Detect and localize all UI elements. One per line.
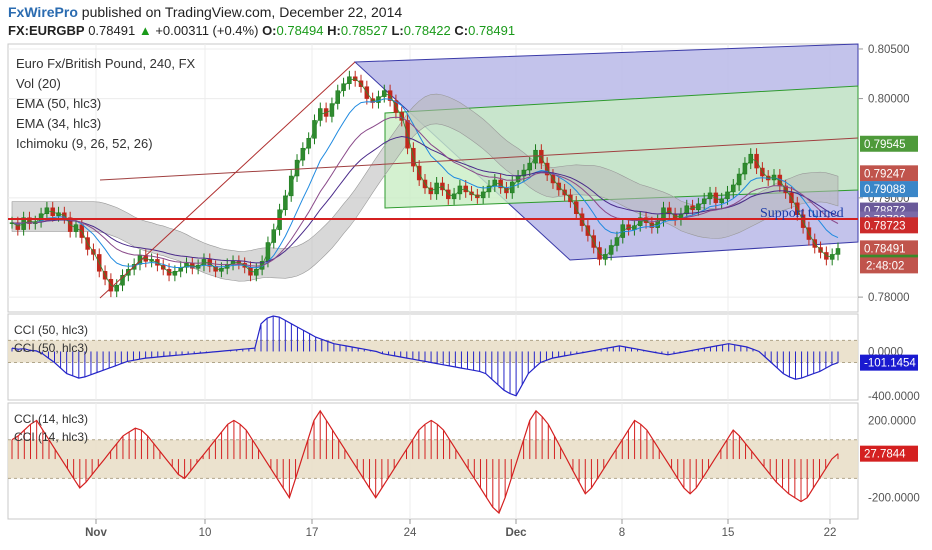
cci-value-text: -101.1454 — [864, 358, 916, 370]
time-tick-label: 8 — [619, 527, 625, 539]
high-value: 0.78527 — [340, 23, 388, 38]
support-annotation: Support turned — [760, 206, 844, 221]
legend-vol: Vol (20) — [16, 76, 61, 91]
price-tick-label: 0.78000 — [868, 292, 910, 304]
cci-band — [8, 340, 858, 363]
chikou-line — [11, 78, 839, 289]
legend-ichimoku: Ichimoku (9, 26, 52, 26) — [16, 136, 153, 151]
symbol-label[interactable]: FX:EURGBP — [8, 23, 85, 38]
cci-value-tag — [860, 354, 918, 371]
price-tag — [860, 240, 918, 257]
legend-ema50: EMA (50, hlc3) — [16, 96, 101, 111]
cci-value-text: 27.7844 — [864, 449, 906, 461]
open-value: 0.78494 — [276, 23, 324, 38]
cci-band — [8, 439, 858, 479]
time-tick-label: 17 — [306, 527, 319, 539]
timer-text: 2:48:02 — [866, 260, 904, 272]
cci14-label-ghost: CCI (14, hlc3) — [14, 430, 88, 444]
cci-value-tag — [860, 445, 918, 462]
cci-tick-label: -400.0000 — [868, 391, 920, 403]
low-value: 0.78422 — [403, 23, 451, 38]
close-value: 0.78491 — [468, 23, 516, 38]
price-tag — [860, 217, 918, 234]
ichimoku-cloud — [11, 93, 839, 282]
quote-bar: FX:EURGBP 0.78491 ▲ +0.00311 (+0.4%) O:0… — [8, 23, 515, 38]
time-tick-label: Dec — [505, 527, 527, 539]
cci14-label: CCI (14, hlc3) — [14, 412, 88, 426]
cci-line — [11, 409, 839, 515]
price-tag — [860, 135, 918, 152]
price-tag — [860, 165, 918, 182]
price-tag-text: 0.78491 — [864, 243, 906, 255]
cci-tick-label: 200.0000 — [868, 415, 916, 427]
cci50-plot: 0.0000-400.0000-101.1454 — [8, 315, 920, 403]
time-tick-label: Nov — [85, 527, 107, 539]
candle-body — [835, 248, 841, 255]
cloud-area — [11, 93, 839, 282]
low-label: L: — [391, 23, 404, 38]
legend-instrument: Euro Fx/British Pound, 240, FX — [16, 56, 196, 71]
cci-line — [11, 315, 839, 397]
brand-name[interactable]: FxWirePro — [8, 4, 78, 20]
time-tick-label: 15 — [722, 527, 735, 539]
indicator-lines — [11, 78, 839, 289]
change-arrow-icon: ▲ — [138, 23, 152, 38]
trendline-mid[interactable] — [99, 137, 859, 181]
price-tag-text: 0.79545 — [864, 139, 906, 151]
cci14-plot: 200.0000 -200.0000 27.7844 — [8, 409, 920, 515]
time-tick-label: 24 — [404, 527, 417, 539]
price-tag-text: 0.79088 — [864, 184, 906, 196]
change-value: +0.00311 (+0.4%) — [155, 23, 259, 38]
price-tag-text: 0.79247 — [864, 168, 906, 180]
cci-tick-label: -200.0000 — [868, 493, 920, 505]
cci50-label-ghost: CCI (50, hlc3) — [14, 341, 88, 355]
time-tick-label: 10 — [199, 527, 212, 539]
trendline-up[interactable] — [99, 61, 356, 299]
time-axis: Nov 10 17 24 Dec 8 15 22 — [85, 519, 836, 539]
price-tag — [860, 181, 918, 198]
price-tick-label: 0.80000 — [868, 94, 910, 106]
price-tick-label: 0.80500 — [868, 44, 910, 56]
cci50-label: CCI (50, hlc3) — [14, 323, 88, 337]
ema50-line — [11, 135, 839, 264]
price-tag-text: 0.78723 — [864, 220, 906, 232]
time-tick-label: 22 — [824, 527, 837, 539]
close-label: C: — [454, 23, 469, 38]
open-label: O: — [262, 23, 277, 38]
last-price: 0.78491 — [88, 23, 136, 38]
publish-info: published on TradingView.com, December 2… — [81, 4, 403, 20]
high-label: H: — [327, 23, 341, 38]
publish-header: FxWirePro published on TradingView.com, … — [8, 4, 402, 20]
ema34-line — [11, 116, 839, 267]
legend-ema34: EMA (34, hlc3) — [16, 116, 101, 131]
price-tags: 0.795450.792470.790880.788720.787820.787… — [860, 135, 918, 274]
timer-tag — [860, 257, 918, 274]
